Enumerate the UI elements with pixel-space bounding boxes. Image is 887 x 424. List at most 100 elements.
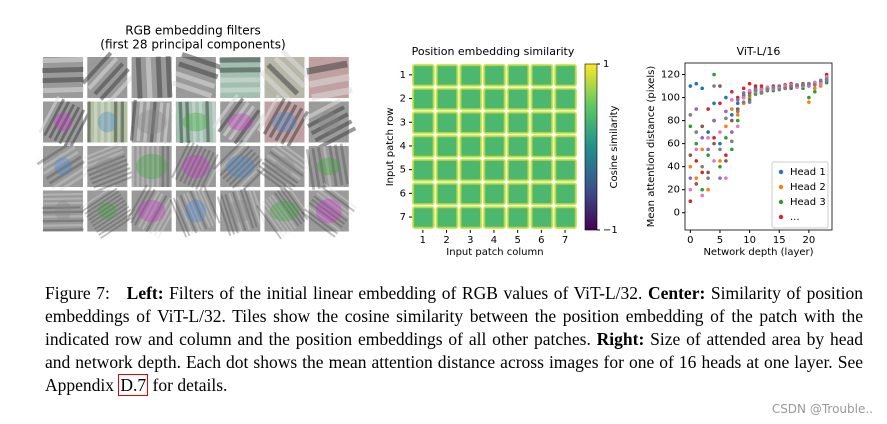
- filter-bg: [87, 146, 128, 187]
- scatter-point: [724, 159, 728, 163]
- heatmap-tile: [435, 206, 459, 229]
- stripe: [184, 100, 191, 144]
- scatter-point: [694, 182, 699, 186]
- stripe: [308, 48, 314, 53]
- blob: [136, 109, 167, 135]
- appendix-link[interactable]: D.7: [118, 374, 149, 396]
- stripe: [0, 52, 19, 125]
- stripe: [154, 56, 164, 99]
- scatter-point: [724, 176, 728, 180]
- scatter-point: [718, 84, 722, 88]
- scatter-point: [694, 147, 699, 152]
- filter-bg: [131, 190, 172, 232]
- caption: Figure 7: Left: Filters of the initial l…: [45, 282, 863, 397]
- scatter-point: [730, 98, 734, 102]
- stripe: [120, 101, 125, 143]
- stripe: [279, 18, 360, 39]
- stripe: [141, 145, 145, 188]
- heatmap-tile: [554, 63, 578, 87]
- blob: [272, 111, 297, 133]
- y-tick-label: 120: [661, 70, 680, 81]
- heatmap-tile: [483, 111, 506, 135]
- stripe: [42, 210, 84, 214]
- scatter-point: [771, 85, 776, 89]
- blob: [185, 199, 207, 223]
- stripe: [277, 5, 358, 26]
- blob: [53, 112, 73, 132]
- stripe: [164, 56, 173, 99]
- heatmap-tile: [459, 135, 483, 158]
- blob: [97, 111, 117, 133]
- stripe: [181, 0, 259, 19]
- stripe: [23, 250, 104, 254]
- heatmap-tile: [435, 158, 459, 182]
- heatmap-tile: [506, 182, 530, 206]
- scatter-point: [824, 77, 829, 81]
- panel-title: RGB embedding filters: [125, 24, 261, 38]
- heatmap-tile: [530, 63, 554, 87]
- stripe: [131, 145, 135, 188]
- y-axis-label: Mean attention distance (pixels): [646, 66, 657, 228]
- y-tick-label: 3: [400, 117, 406, 128]
- stripe: [27, 81, 31, 162]
- heatmap-tile: [459, 206, 483, 229]
- heatmap-tile: [483, 63, 506, 87]
- scatter-point: [724, 95, 728, 100]
- filter-tile: [27, 81, 128, 162]
- y-tick-label: 5: [400, 165, 406, 176]
- heatmap-tile: [411, 135, 435, 158]
- watermark: CSDN @Trouble..: [771, 402, 873, 416]
- scatter-point: [783, 86, 787, 91]
- filter-bg: [87, 190, 128, 232]
- colorbar-tick-label: 1: [603, 59, 609, 70]
- scatter-point: [735, 101, 740, 106]
- y-tick-label: 0: [674, 208, 680, 219]
- filter-bg: [264, 146, 305, 187]
- legend-label: Head 1: [790, 167, 826, 178]
- stripe: [144, 56, 154, 99]
- stripe: [21, 0, 78, 56]
- heatmap-tile: [411, 206, 435, 229]
- scatter-point: [688, 187, 693, 192]
- stripe: [42, 197, 84, 201]
- heatmap-tile: [459, 111, 483, 135]
- heatmap-tile: [411, 158, 435, 182]
- legend-label: Head 3: [790, 197, 826, 208]
- caption-text: Filters of the initial linear embedding …: [163, 283, 648, 303]
- stripe: [161, 99, 172, 145]
- stripe: [197, 100, 204, 144]
- blob: [181, 154, 210, 179]
- filter-bg: [220, 146, 261, 187]
- legend-marker: [778, 199, 784, 205]
- legend-marker: [778, 184, 784, 190]
- stripe: [22, 46, 103, 53]
- stripe: [21, 26, 102, 33]
- heatmap-tile: [554, 87, 578, 111]
- scatter-point: [741, 95, 746, 100]
- x-tick-label: 1: [420, 235, 426, 246]
- blob: [317, 157, 341, 176]
- y-axis-label: Input patch row: [385, 108, 396, 187]
- heatmap-tile: [459, 182, 483, 206]
- heatmap-tile: [483, 206, 506, 229]
- stripe: [359, 120, 375, 200]
- scatter-point: [735, 118, 740, 123]
- scatter-point: [706, 147, 710, 152]
- scatter-point: [718, 176, 722, 180]
- heatmap-tile: [435, 135, 459, 158]
- stripe: [336, 143, 352, 190]
- stripe: [113, 101, 118, 143]
- scatter-point: [724, 124, 728, 129]
- stripe: [171, 145, 172, 188]
- y-tick-label: 80: [667, 116, 680, 127]
- scatter-point: [718, 101, 722, 106]
- blob: [227, 113, 253, 131]
- scatter-point: [688, 84, 693, 88]
- scatter-point: [694, 130, 699, 134]
- scatter-point: [730, 147, 734, 152]
- heatmap-tile: [530, 87, 554, 111]
- y-tick-label: 6: [400, 188, 406, 199]
- scatter-point: [700, 86, 704, 91]
- stripe: [21, 16, 102, 23]
- scatter-point: [747, 100, 752, 104]
